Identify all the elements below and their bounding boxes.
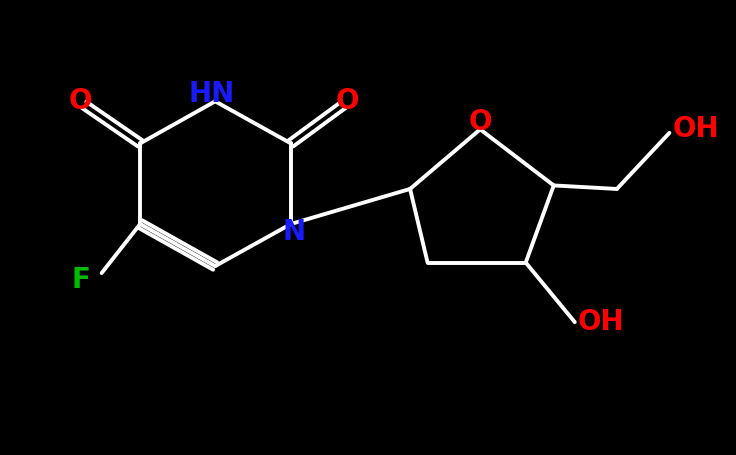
Text: N: N <box>283 218 306 247</box>
Text: O: O <box>468 108 492 136</box>
Text: HN: HN <box>188 81 235 108</box>
Text: O: O <box>335 87 358 115</box>
Text: OH: OH <box>673 116 719 143</box>
Text: F: F <box>71 266 90 294</box>
Text: O: O <box>69 87 92 115</box>
Text: OH: OH <box>578 308 625 336</box>
